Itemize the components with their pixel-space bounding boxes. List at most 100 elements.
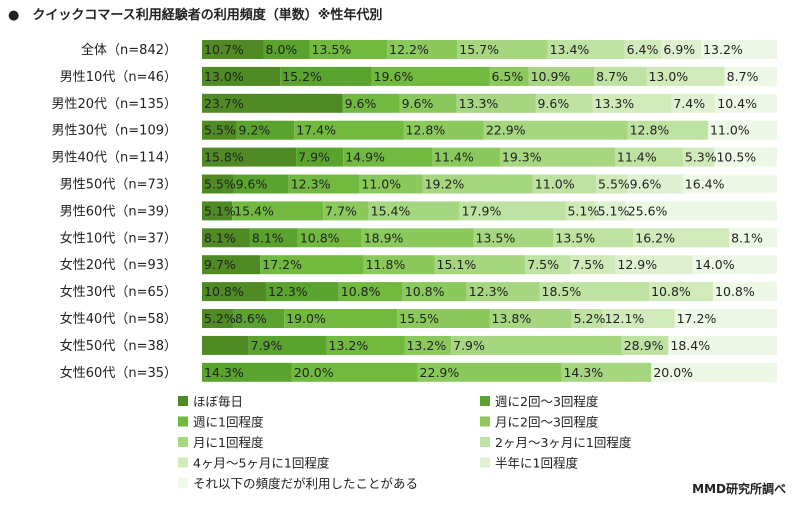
data-label: 13.5% xyxy=(312,42,352,57)
bar-segment xyxy=(202,228,250,248)
legend-label: 4ヶ月～5ヶ月に1回程度 xyxy=(193,456,330,471)
bar-segment xyxy=(466,282,540,302)
data-label: 10.8% xyxy=(204,284,244,299)
bar-segment xyxy=(326,335,405,355)
bar-segment xyxy=(236,120,295,140)
data-label: 10.8% xyxy=(405,284,445,299)
data-label: 7.5% xyxy=(527,257,559,272)
bar-segment xyxy=(280,66,372,86)
bar-segment xyxy=(615,255,693,275)
bar-segment xyxy=(561,362,652,382)
data-label: 9.6% xyxy=(236,177,268,192)
data-label: 17.9% xyxy=(462,203,502,218)
bar-segment xyxy=(359,174,423,194)
bar-segment xyxy=(614,147,683,167)
data-label: 10.8% xyxy=(300,230,340,245)
legend-label: 半年に1回程度 xyxy=(495,456,578,471)
legend-swatch xyxy=(480,416,490,427)
category-label: 女性10代（n=37） xyxy=(60,230,177,246)
data-label: 7.5% xyxy=(572,257,604,272)
data-label: 14.0% xyxy=(695,257,735,272)
data-label: 11.8% xyxy=(366,257,406,272)
data-label: 9.6% xyxy=(402,96,434,111)
bar-segment xyxy=(432,147,500,167)
bar-segment xyxy=(294,120,404,140)
bar-segment xyxy=(202,362,292,382)
bar-segment xyxy=(338,282,403,302)
bar-segment xyxy=(456,93,536,113)
data-label: 19.3% xyxy=(502,150,542,165)
bar-segment xyxy=(646,66,725,86)
data-label: 20.0% xyxy=(294,365,334,380)
data-label: 5.3% xyxy=(685,150,717,165)
data-label: 12.3% xyxy=(268,284,308,299)
category-label: 男性20代（n=135） xyxy=(52,97,178,112)
bar-segment xyxy=(459,201,566,221)
bar-segment xyxy=(297,228,362,248)
data-label: 7.9% xyxy=(298,150,330,165)
bar-segment xyxy=(361,228,474,248)
data-label: 23.7% xyxy=(204,96,244,111)
bar-segment xyxy=(404,335,452,355)
legend-swatch xyxy=(178,396,188,406)
bar-segment xyxy=(489,66,529,86)
data-label: 17.4% xyxy=(296,123,336,138)
bar-segment xyxy=(671,93,716,113)
bar-segment xyxy=(525,255,571,275)
bar-segment xyxy=(263,40,310,59)
category-label: 女性40代（n=58） xyxy=(60,311,177,327)
data-label: 5.2% xyxy=(574,311,606,326)
bar-segment xyxy=(570,255,616,275)
legend-label: 2ヶ月～3ヶ月に1回程度 xyxy=(495,435,632,450)
data-label: 10.8% xyxy=(651,284,691,299)
data-label: 10.5% xyxy=(716,150,756,165)
bar-segment xyxy=(707,120,777,140)
data-label: 25.6% xyxy=(628,203,668,218)
data-label: 16.4% xyxy=(685,177,725,192)
bar-segment xyxy=(202,174,234,194)
data-label: 5.5% xyxy=(204,123,236,138)
category-label: 男性10代（n=46） xyxy=(60,70,177,85)
data-label: 11.0% xyxy=(361,177,401,192)
bar-segment xyxy=(499,147,615,167)
legend-swatch xyxy=(178,478,188,488)
data-label: 11.4% xyxy=(434,150,474,165)
bar-segment xyxy=(649,282,714,302)
data-label: 9.6% xyxy=(537,96,569,111)
bar-segment xyxy=(571,309,603,328)
bar-segment xyxy=(596,174,628,194)
bar-segment xyxy=(323,201,369,221)
data-label: 18.5% xyxy=(542,284,582,299)
bar-segment xyxy=(651,362,777,382)
data-label: 10.8% xyxy=(715,284,755,299)
data-label: 13.0% xyxy=(204,69,244,84)
data-label: 12.1% xyxy=(605,311,645,326)
data-label: 7.9% xyxy=(251,338,283,353)
bar-segment xyxy=(434,255,526,275)
bar-segment xyxy=(232,309,285,328)
bar-segment xyxy=(387,40,458,59)
data-label: 8.1% xyxy=(204,230,236,245)
bar-segment xyxy=(592,93,672,113)
bar-segment xyxy=(668,335,777,355)
legend-swatch xyxy=(480,437,490,447)
data-label: 8.1% xyxy=(731,230,763,245)
data-label: 13.0% xyxy=(648,69,688,84)
data-label: 5.5% xyxy=(204,177,236,192)
data-label: 14.9% xyxy=(345,150,385,165)
data-label: 9.7% xyxy=(204,257,236,272)
bar-segment xyxy=(202,147,297,167)
bar-segment xyxy=(535,93,593,113)
bar-segment xyxy=(202,66,281,86)
data-label: 6.9% xyxy=(663,42,695,57)
data-label: 15.8% xyxy=(204,150,244,165)
bar-segment xyxy=(602,309,675,328)
legend-swatch xyxy=(178,457,188,468)
bar-segment xyxy=(473,228,554,248)
data-label: 12.3% xyxy=(469,284,509,299)
bar-segment xyxy=(403,120,484,140)
value-labels-layer: 10.7% 8.0% 13.5% 12.2% 15.7% 13.4% 6.4% 6.9% 13.… xyxy=(204,42,763,380)
data-label: 13.5% xyxy=(555,230,595,245)
bar-segment xyxy=(417,362,562,382)
data-label: 15.4% xyxy=(371,203,411,218)
